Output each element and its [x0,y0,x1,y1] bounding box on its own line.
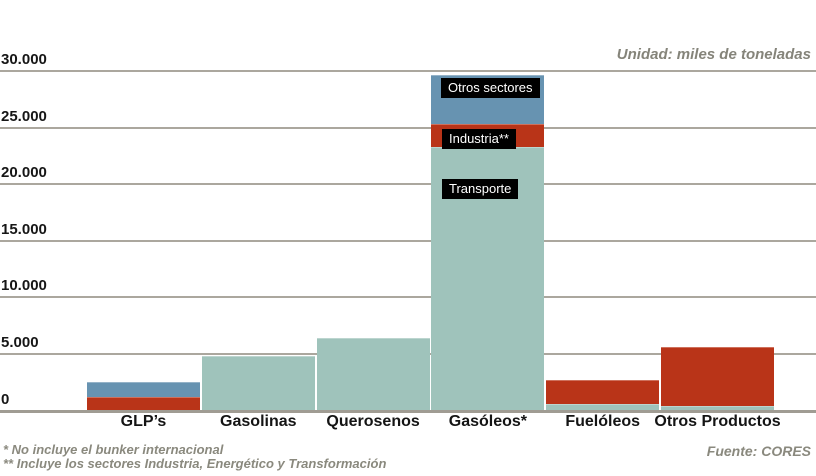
bar [546,380,660,410]
gridline [0,70,816,72]
y-tick-label: 20.000 [1,164,47,182]
bar-segment [546,403,660,410]
y-tick-label: 30.000 [1,51,47,68]
category-label: Gasolinas [220,413,297,430]
footnote-sectores: ** Incluye los sectores Industria, Energ… [3,456,387,471]
y-tick-label: 0 [1,390,10,408]
gridline [0,126,816,129]
series-label-transporte: Transporte [442,179,519,199]
category-label: Otros Productos [654,413,781,430]
bar-segment [546,380,660,404]
category-label: GLP’s [120,413,167,430]
category-label: Querosenos [326,413,420,430]
bar-segment [87,397,200,410]
source-label: Fuente: CORES [706,443,811,459]
category-label: Fuelóleos [565,413,641,430]
bar-segment [661,346,774,407]
y-tick-label: 15.000 [1,220,47,238]
bar-segment [201,356,315,410]
bar-segment [661,406,774,410]
bar [87,381,200,410]
gridline [0,183,816,186]
bar [201,356,315,410]
bar [431,74,545,410]
bar-segment [87,381,200,398]
gridline [0,239,816,242]
gridline [0,409,816,413]
bar-segment [316,338,430,410]
series-label-industria: Industria** [442,129,516,149]
y-tick-label: 25.000 [1,107,47,125]
bar [316,338,430,410]
category-label: Gasóleos* [448,413,528,430]
y-tick-label: 5.000 [1,334,39,351]
bar [661,346,774,410]
series-label-otros-sectores: Otros sectores [441,78,540,98]
gridline [0,296,816,299]
y-tick-label: 10.000 [1,277,47,295]
unit-label: Unidad: miles de toneladas [616,46,811,63]
footnote-bunker: * No incluye el bunker internacional [3,442,224,457]
